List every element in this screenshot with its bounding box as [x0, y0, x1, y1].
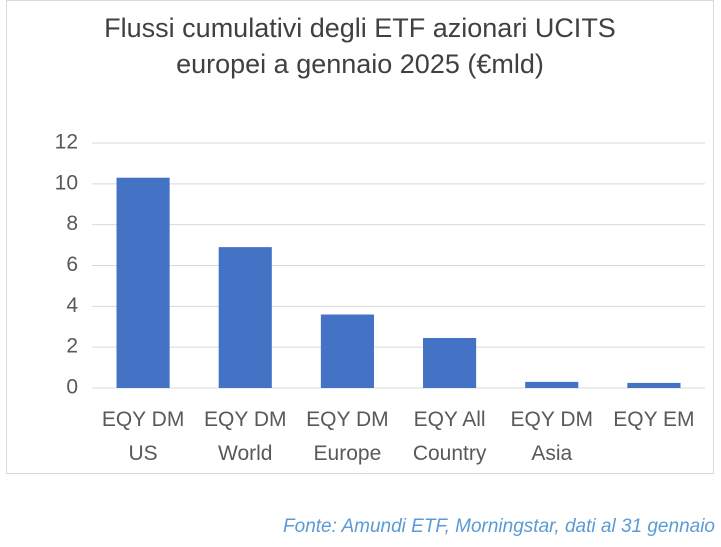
- bar: [627, 382, 681, 388]
- y-tick-label: 12: [55, 131, 78, 154]
- y-tick-label: 0: [66, 376, 78, 399]
- source-note: Fonte: Amundi ETF, Morningstar, dati al …: [283, 516, 715, 537]
- x-tick-label: EQY DM US: [101, 408, 185, 465]
- x-tick-label: EQY DM Europe: [306, 408, 389, 465]
- y-tick-label: 10: [55, 171, 78, 194]
- y-tick-label: 6: [66, 253, 78, 276]
- y-tick-label: 4: [66, 294, 78, 317]
- bar: [218, 247, 272, 388]
- x-tick-label: EQY EM: [613, 408, 695, 431]
- x-tick-label: EQY DM Asia: [510, 408, 593, 465]
- y-tick-label: 2: [66, 335, 78, 358]
- x-tick-label: EQY All Country: [412, 408, 487, 465]
- bar: [116, 177, 170, 388]
- chart-title: Flussi cumulativi degli ETF azionari UCI…: [104, 13, 616, 79]
- chart-frame: [6, 0, 714, 474]
- y-tick-label: 8: [66, 212, 78, 235]
- bar: [320, 314, 374, 388]
- x-tick-label: EQY DM World: [204, 408, 287, 465]
- bar: [423, 337, 477, 388]
- bar: [525, 381, 579, 388]
